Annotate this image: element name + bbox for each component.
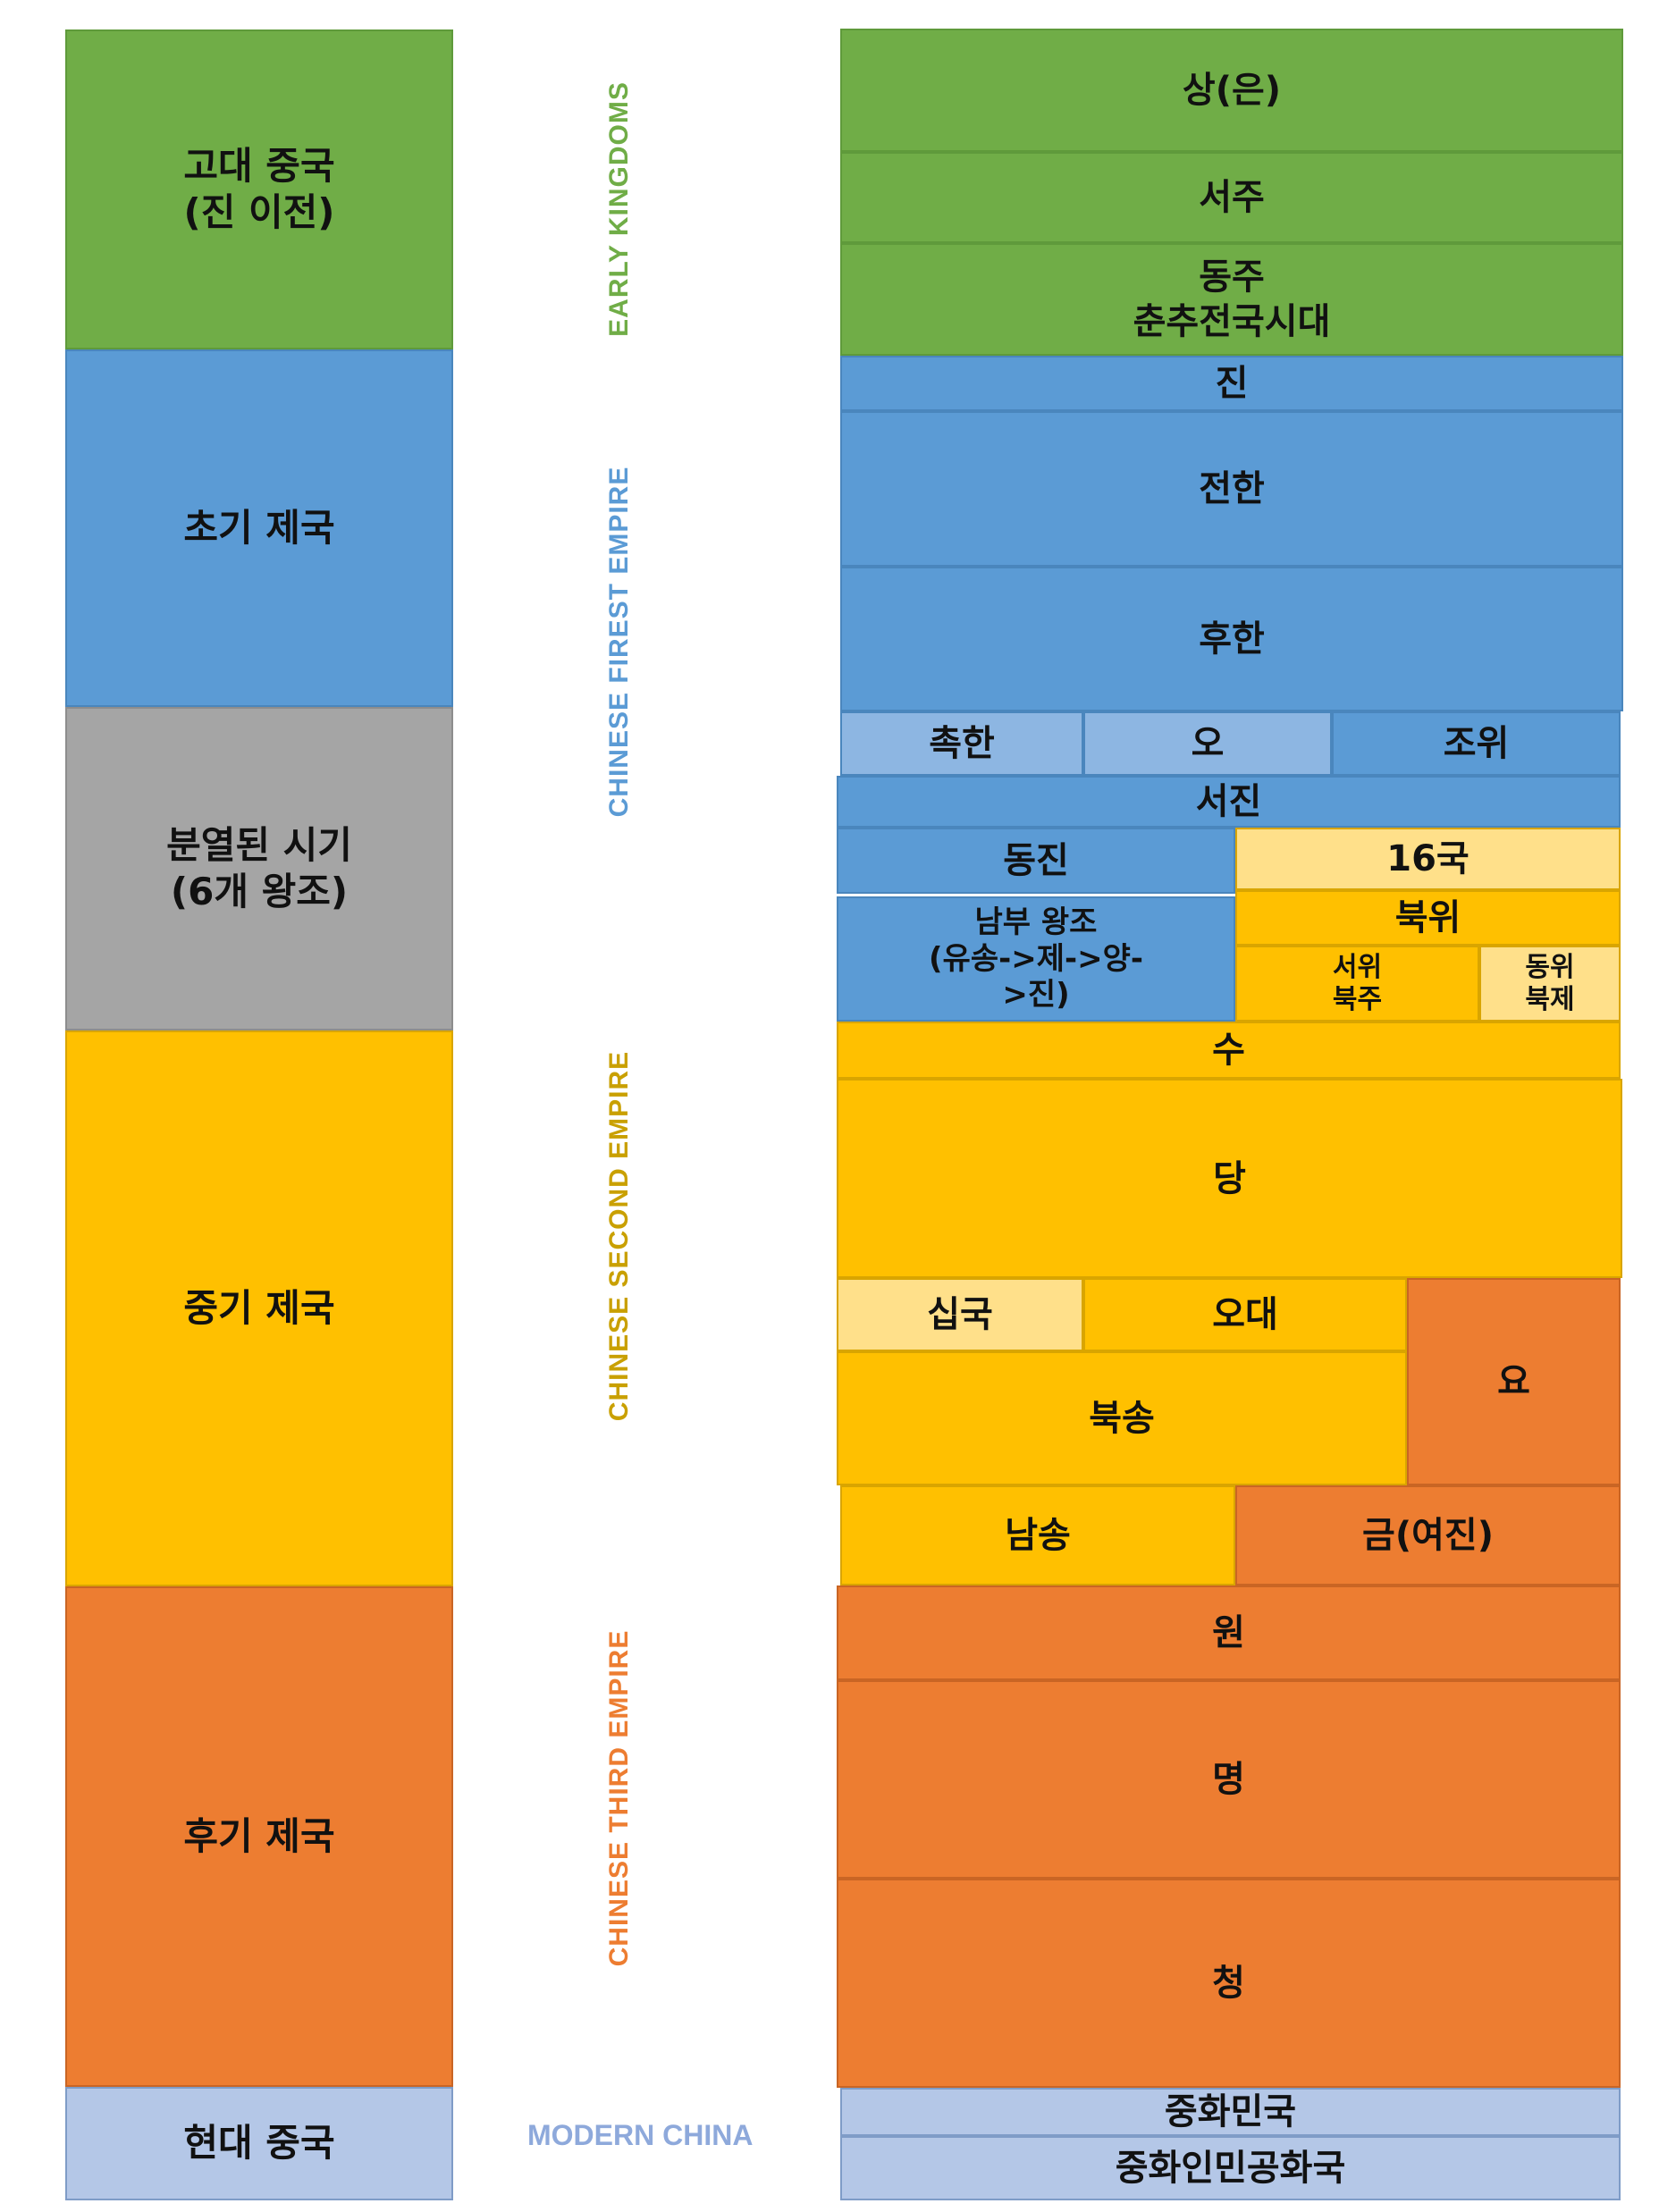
dynasty-northern-wei: 북위: [1235, 890, 1621, 946]
dynasty-qin: 진: [840, 356, 1623, 411]
era-early-empire: 초기 제국: [65, 349, 453, 707]
dynasty-southern-song: 남송: [840, 1485, 1235, 1585]
dynasty-eastern-zhou: 동주 춘추전국시대: [840, 243, 1623, 356]
era-modern-china: 현대 중국: [65, 2087, 453, 2200]
dynasty-western-jin: 서진: [837, 776, 1621, 828]
dynasty-wu: 오: [1083, 711, 1332, 776]
dynasty-western-han: 전한: [840, 411, 1623, 567]
era-middle-empire: 중기 제국: [65, 1030, 453, 1586]
dynasty-sixteen-kingdoms: 16국: [1235, 828, 1621, 890]
dynasty-five-dynasties: 오대: [1083, 1278, 1407, 1351]
dynasty-eastern-han: 후한: [840, 567, 1623, 711]
dynasty-roc: 중화민국: [840, 2088, 1621, 2136]
dynasty-shu-han: 촉한: [840, 711, 1083, 776]
dynasty-western-zhou: 서주: [840, 152, 1623, 243]
era-division-period: 분열된 시기 (6개 왕조): [65, 707, 453, 1030]
dynasty-jin-jurchen: 금(여진): [1235, 1485, 1621, 1585]
dynasty-qing: 청: [837, 1879, 1621, 2088]
era-ancient-china: 고대 중국 (진 이전): [65, 29, 453, 349]
dynasty-western-wei: 서위 북주: [1235, 946, 1479, 1022]
dynasty-shang: 상(은): [840, 29, 1623, 152]
dynasty-liao: 요: [1407, 1278, 1621, 1485]
dynasty-ten-kingdoms: 십국: [837, 1278, 1083, 1351]
era-late-empire: 후기 제국: [65, 1586, 453, 2087]
dynasty-northern-song: 북송: [837, 1351, 1407, 1485]
dynasty-sui: 수: [837, 1022, 1621, 1079]
dynasty-yuan: 원: [837, 1585, 1621, 1680]
dynasty-southern-dynasties: 남부 왕조 (유송->제->양- >진): [837, 896, 1235, 1022]
dynasty-cao-wei: 조위: [1332, 711, 1621, 776]
dynasty-ming: 명: [837, 1680, 1621, 1879]
dynasty-eastern-wei: 동위 북제: [1479, 946, 1621, 1022]
dynasty-prc: 중화인민공화국: [840, 2136, 1621, 2200]
dynasty-eastern-jin: 동진: [837, 828, 1235, 894]
dynasty-tang: 당: [837, 1079, 1622, 1278]
label-modern-china: MODERN CHINA: [527, 2119, 754, 2151]
